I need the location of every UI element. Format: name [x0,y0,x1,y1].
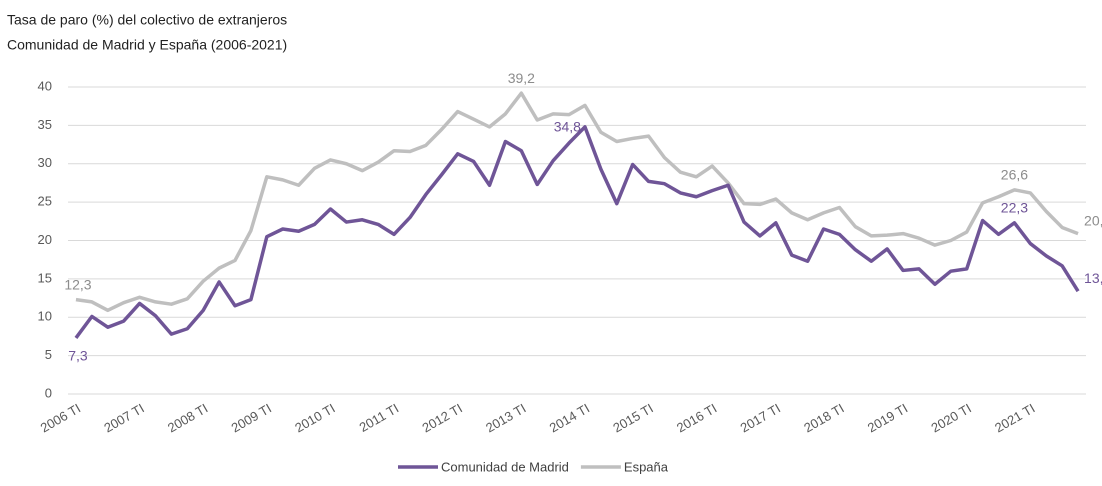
chart-title: Tasa de paro (%) del colectivo de extran… [7,12,287,28]
y-tick-label: 10 [38,309,52,324]
data-label: 39,2 [508,70,535,86]
legend-label: Comunidad de Madrid [441,459,569,474]
x-tick-label: 2006 TI [38,401,83,436]
y-tick-label: 35 [38,117,52,132]
x-tick-label: 2017 TI [738,401,783,436]
x-tick-label: 2009 TI [229,401,274,436]
data-label: 13,4 [1084,270,1102,286]
line [75,91,1079,313]
legend-label: España [624,459,669,474]
y-tick-label: 5 [45,347,52,362]
data-label: 22,3 [1001,200,1028,216]
x-tick-label: 2014 TI [547,401,592,436]
data-label: 26,6 [1001,167,1028,183]
x-tick-label: 2010 TI [292,401,337,436]
y-tick-label: 15 [38,270,52,285]
x-tick-label: 2012 TI [419,401,464,436]
data-label: 34,8 [554,119,581,135]
x-tick-label: 2007 TI [101,401,146,436]
y-tick-label: 0 [45,385,52,400]
x-tick-label: 2020 TI [928,401,973,436]
x-tick-label: 2015 TI [610,401,655,436]
y-tick-label: 40 [38,78,52,93]
x-tick-label: 2016 TI [674,401,719,436]
chart-subtitle: Comunidad de Madrid y España (2006-2021) [7,37,287,53]
line [74,125,1080,340]
y-tick-label: 20 [38,232,52,247]
x-tick-label: 2021 TI [992,401,1037,436]
data-label: 7,3 [68,348,88,364]
data-label: 12,3 [64,276,91,292]
y-tick-label: 30 [38,155,52,170]
x-tick-label: 2011 TI [357,401,402,435]
y-tick-label: 25 [38,194,52,209]
x-tick-label: 2018 TI [801,401,846,436]
x-tick-label: 2008 TI [165,401,210,436]
x-tick-label: 2013 TI [483,401,528,436]
data-label: 20,9 [1084,212,1102,228]
x-tick-label: 2019 TI [865,401,910,436]
